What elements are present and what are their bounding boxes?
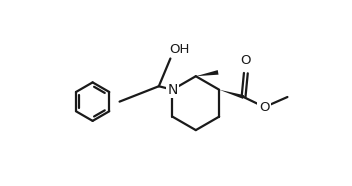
Polygon shape <box>219 90 244 99</box>
Text: O: O <box>259 100 270 113</box>
Text: N: N <box>167 83 178 97</box>
Text: OH: OH <box>169 43 190 56</box>
Polygon shape <box>196 70 219 76</box>
Text: O: O <box>241 54 251 67</box>
